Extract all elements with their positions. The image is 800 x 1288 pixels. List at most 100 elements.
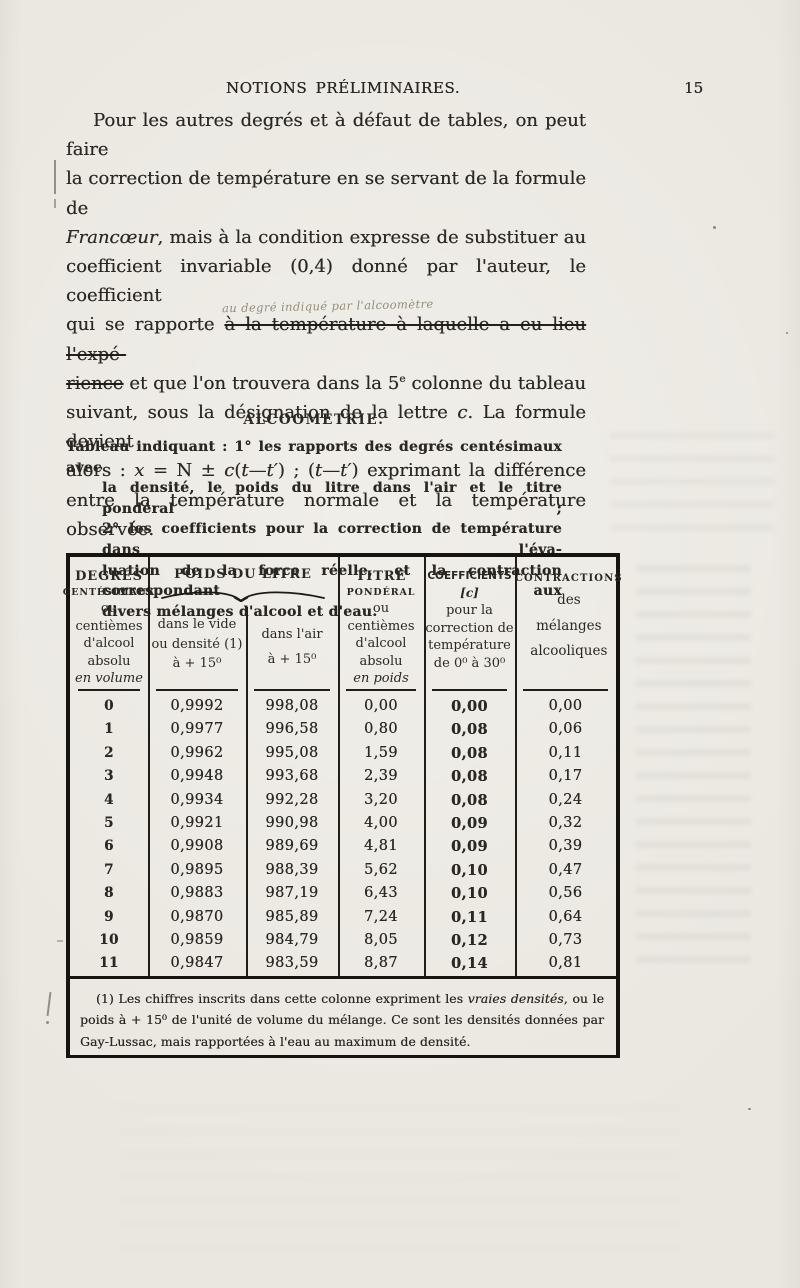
table-cell: 0,80 (364, 721, 398, 738)
table-cell: 0,9859 (170, 931, 224, 948)
table-row: 3 0,9948 993,68 2,39 0,08 0,17 (70, 765, 616, 788)
text-segment: Francœur (66, 226, 158, 248)
text-line: Tableau indiquant : 1° les rapports des … (66, 437, 562, 478)
text-line: qui se rapporte à la température à laque… (66, 297, 586, 368)
text-segment: alors : (66, 460, 135, 482)
header-line: centièmes (75, 618, 143, 634)
header-dans-l-air: dans l'air à + 15⁰ (246, 607, 338, 685)
text-segment: la correction de température en se serva… (66, 168, 586, 219)
table-cell: 8,87 (364, 955, 398, 972)
header-line: DEGRÉS (75, 569, 143, 584)
table-cell: 0,24 (548, 791, 583, 808)
text-line: la correction de température en se serva… (66, 164, 586, 222)
table-cell: 0,11 (451, 908, 488, 926)
text-line: Pour les autres degrés et à défaut de ta… (66, 106, 586, 164)
header-contractions: CONTRACTIONS des mélanges alcooliques (515, 557, 623, 685)
table-cell: 0,64 (548, 908, 583, 925)
header-line: PONDÉRAL (346, 587, 416, 598)
table-cell: 0,08 (451, 768, 488, 786)
header-dans-le-vide: dans le vide ou densité (1) à + 15⁰ (148, 607, 246, 685)
header-line: dans le vide (157, 617, 237, 632)
table-cell: 4,81 (364, 838, 398, 855)
table-cell: 0,32 (548, 814, 583, 831)
table-row: 8 0,9883 987,19 6,43 0,10 0,56 (70, 882, 616, 905)
table-cell: 5 (104, 814, 114, 831)
text-segment: = N ± (144, 460, 225, 482)
text-segment: Pour les autres degrés et à défaut de ta… (66, 110, 586, 161)
table-cell: 11 (99, 955, 119, 972)
alcoometrie-table: DEGRÉS CENTÉSIMAUX ou centièmes d'alcool… (63, 553, 623, 1058)
header-line: TITRE (355, 569, 407, 584)
header-line: CONTRACTIONS (515, 573, 623, 584)
header-line: alcooliques (530, 643, 608, 659)
text-segment: c (457, 402, 468, 424)
table-cell: 988,39 (265, 861, 319, 878)
text-segment: c (224, 460, 235, 482)
footnote-rule (70, 976, 616, 979)
table-row: 1 0,9977 996,58 0,80 0,08 0,06 (70, 718, 616, 741)
table-row: 11 0,9847 983,59 8,87 0,14 0,81 (70, 952, 616, 975)
table-cell: 2 (104, 744, 114, 761)
table-row: 6 0,9908 989,69 4,81 0,09 0,39 (70, 835, 616, 858)
header-degres-centesimaux: DEGRÉS CENTÉSIMAUX ou centièmes d'alcool… (63, 557, 155, 686)
table-row: 10 0,9859 984,79 8,05 0,12 0,73 (70, 929, 616, 952)
table-cell: 0,00 (548, 698, 583, 714)
table-cell: 0,9847 (170, 955, 224, 972)
divider-segment (523, 689, 608, 691)
header-line: POIDS DU LITRE (174, 567, 312, 582)
table-cell: 0,10 (451, 861, 488, 879)
table-cell: 9 (104, 908, 114, 925)
table-cell: 8 (104, 885, 114, 902)
text-segment: colonne du tableau (405, 372, 586, 394)
show-through-ghost (610, 432, 775, 547)
header-line: des (557, 592, 581, 608)
table-cell: 990,98 (265, 814, 319, 831)
table-cell: 996,58 (265, 721, 319, 738)
table-cell: 0,00 (364, 698, 398, 714)
table-row: 5 0,9921 990,98 4,00 0,09 0,32 (70, 812, 616, 835)
header-line: dans l'air (261, 627, 323, 642)
header-line: ou (372, 601, 390, 616)
show-through-ghost (120, 1105, 680, 1255)
table-cell: 0,08 (451, 791, 488, 809)
table-cell: 0,08 (451, 744, 488, 762)
column-separator (424, 557, 426, 976)
header-line: d'alcool absolu (83, 636, 135, 669)
text-segment: x (134, 460, 145, 482)
speck (713, 226, 716, 229)
table-cell: 993,68 (265, 768, 319, 785)
text-segment: ( (234, 460, 242, 482)
text-segment: Tableau indiquant : 1° les rapports des … (66, 439, 562, 476)
table-cell: 985,89 (265, 908, 319, 925)
column-separator (246, 607, 248, 976)
table-cell: 6 (104, 838, 114, 855)
column-separator (338, 557, 340, 976)
header-line: en poids (353, 671, 409, 686)
text-segment: — (322, 460, 341, 482)
running-header: NOTIONS PRÉLIMINAIRES. (225, 79, 461, 97)
column-separator (515, 557, 517, 976)
header-line: température (428, 638, 511, 653)
text-segment: (1) Les chiffres inscrits dans cette col… (96, 990, 468, 1006)
table-cell: 7,24 (364, 908, 398, 925)
table-cell: 2,39 (364, 768, 398, 785)
text-segment: t′ (266, 460, 278, 482)
handwritten-annotation: au degré indiqué par l'alcoomètre (222, 297, 435, 316)
table-cell: 0,11 (548, 744, 583, 761)
table-cell: 987,19 (265, 885, 319, 902)
header-line: COEFFICIENTS (427, 570, 512, 582)
table-cell: 0,09 (451, 814, 488, 832)
header-line: en volume (75, 671, 143, 686)
pencil-mark (54, 199, 56, 208)
header-line: ou (100, 601, 118, 616)
text-segment: , mais à la condition expresse de substi… (157, 226, 587, 248)
table-cell: 8,05 (364, 931, 398, 948)
divider-segment (156, 689, 238, 691)
text-segment: rience (66, 372, 124, 394)
table-footnote: (1) Les chiffres inscrits dans cette col… (70, 979, 616, 1053)
divider-segment (254, 689, 330, 691)
header-coefficients: COEFFICIENTS [c] pour la correction de t… (424, 557, 515, 685)
table-cell: 0,47 (548, 861, 583, 878)
header-line: pour la (446, 603, 493, 618)
table-row: 9 0,9870 985,89 7,24 0,11 0,64 (70, 906, 616, 929)
